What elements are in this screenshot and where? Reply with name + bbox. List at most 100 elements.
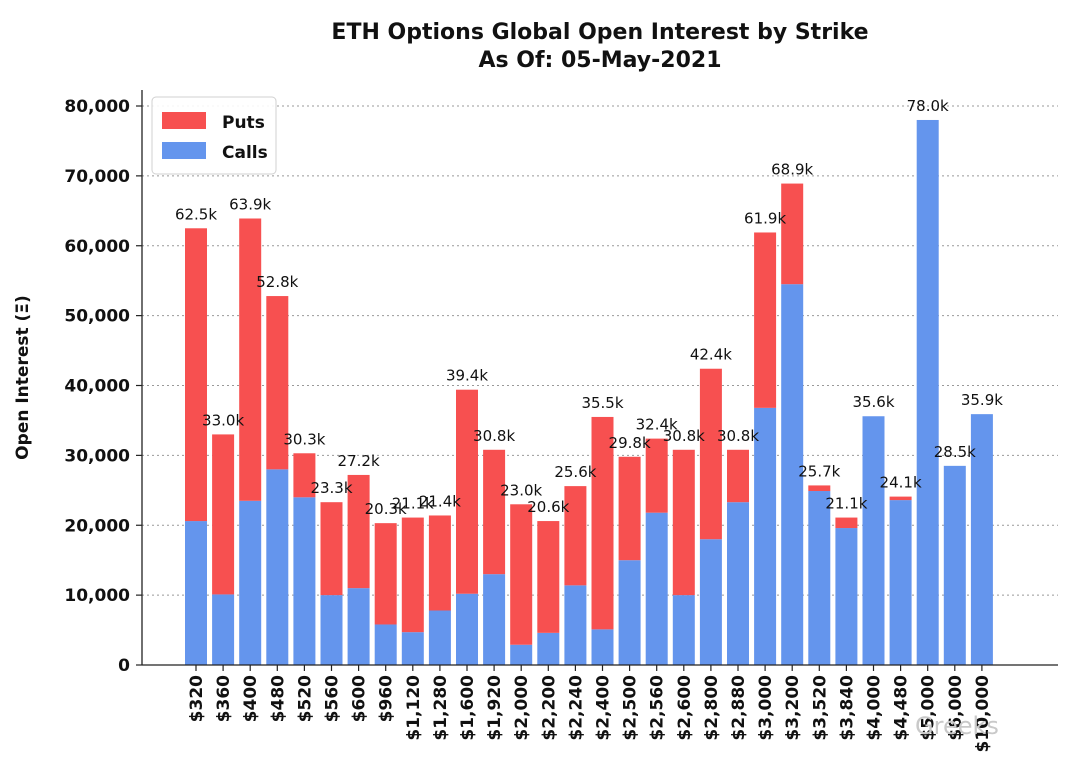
x-tick-label: $1,920	[485, 675, 505, 741]
total-label: 28.5k	[934, 443, 976, 461]
total-label: 29.8k	[609, 434, 651, 452]
x-tick-label: $960	[377, 675, 397, 722]
bar-puts	[212, 434, 235, 595]
bar-calls	[808, 491, 831, 665]
y-tick-label: 70,000	[64, 167, 130, 187]
x-tick-label: $4,480	[892, 675, 912, 741]
bar-calls	[916, 119, 939, 666]
x-tick-label: $1,120	[404, 675, 424, 741]
x-tick-label: $2,800	[702, 675, 722, 741]
y-tick-label: 20,000	[64, 516, 130, 536]
bar-puts	[510, 504, 533, 645]
x-tick-label: $1,280	[431, 675, 451, 741]
bar-calls	[428, 610, 451, 665]
bar-puts	[699, 368, 722, 540]
bar-calls	[943, 465, 966, 665]
total-label: 30.8k	[717, 427, 759, 445]
x-tick-label: $3,200	[783, 675, 803, 741]
x-tick-label: $3,000	[756, 675, 776, 741]
bar-puts	[239, 218, 262, 501]
bar-puts	[889, 496, 912, 501]
bar-calls	[564, 585, 587, 665]
x-tick-label: $1,600	[458, 675, 478, 741]
chart-subtitle: As Of: 05-May-2021	[478, 48, 722, 73]
bar-puts	[293, 453, 316, 498]
bar-puts	[483, 449, 506, 575]
bar-calls	[889, 500, 912, 665]
bar-calls	[537, 632, 560, 665]
total-label: 35.9k	[961, 391, 1003, 409]
x-tick-label: $6,000	[946, 675, 966, 741]
bar-puts	[808, 485, 831, 492]
bar-puts	[320, 502, 343, 596]
bar-calls	[645, 512, 668, 665]
total-label: 30.8k	[473, 427, 515, 445]
bar-calls	[185, 521, 207, 665]
x-tick-label: $560	[323, 675, 343, 722]
legend-label-puts: Puts	[222, 113, 265, 133]
total-label: 61.9k	[744, 209, 786, 227]
x-tick-label: $520	[295, 675, 315, 722]
total-label: 63.9k	[229, 195, 271, 213]
total-label: 30.3k	[283, 430, 325, 448]
bar-puts	[428, 515, 451, 611]
x-tick-label: $360	[214, 675, 234, 722]
x-tick-label: $600	[350, 675, 370, 722]
legend: Puts Calls	[151, 96, 277, 175]
bar-calls	[754, 407, 777, 665]
total-label: 42.4k	[690, 346, 732, 364]
total-label: 33.0k	[202, 411, 244, 429]
x-tick-label: $2,000	[512, 675, 532, 741]
x-tick-label: $2,560	[648, 675, 668, 741]
bar-calls	[401, 632, 424, 665]
bar-calls	[862, 416, 885, 665]
total-label: 35.6k	[852, 393, 894, 411]
total-label: 24.1k	[880, 474, 922, 492]
bar-calls	[320, 595, 343, 665]
total-label: 78.0k	[907, 97, 949, 115]
total-label: 20.3k	[365, 500, 407, 518]
bar-puts	[618, 456, 641, 561]
chart-title: ETH Options Global Open Interest by Stri…	[331, 20, 869, 45]
legend-label-calls: Calls	[222, 143, 268, 163]
bar-puts	[754, 232, 777, 408]
bar-calls	[239, 500, 262, 665]
total-label: 23.3k	[310, 479, 352, 497]
x-tick-label: $400	[241, 675, 261, 722]
total-label: 62.5k	[175, 205, 217, 223]
y-tick-label: 0	[118, 656, 130, 676]
bar-calls	[591, 629, 614, 665]
x-tick-label: $2,240	[566, 675, 586, 741]
bar-calls	[374, 624, 397, 665]
x-tick-label: $2,400	[594, 675, 614, 741]
bar-calls	[699, 539, 722, 665]
y-tick-label: 80,000	[64, 97, 130, 117]
x-tick-label: $10,000	[973, 675, 993, 753]
total-label: 21.1k	[825, 495, 867, 513]
total-label: 21.1k	[392, 495, 434, 513]
x-tick-label: $2,600	[675, 675, 695, 741]
bar-calls	[456, 593, 478, 665]
bar-calls	[510, 644, 533, 665]
axes: 0 10,000 20,000 30,000 40,000 50,000 60,000 70,…	[13, 90, 1058, 752]
bars	[185, 119, 993, 666]
total-label: 35.5k	[581, 394, 623, 412]
bar-calls	[618, 560, 641, 665]
bar-calls	[727, 502, 749, 665]
x-tick-label: $480	[268, 675, 288, 722]
total-label: 32.4k	[636, 416, 678, 434]
bar-calls	[293, 497, 316, 665]
x-tick-label: $2,200	[539, 675, 559, 741]
bar-puts	[537, 521, 560, 633]
x-tick-label: $320	[187, 675, 207, 722]
bar-calls	[672, 595, 695, 665]
legend-swatch-puts	[162, 112, 206, 129]
bar-calls	[483, 574, 506, 665]
bar-puts	[564, 486, 587, 586]
bar-puts	[645, 438, 668, 513]
bar-calls	[835, 528, 858, 665]
bar-calls	[970, 414, 993, 665]
x-tick-label: $3,840	[837, 675, 857, 741]
total-label: 20.6k	[527, 498, 569, 516]
